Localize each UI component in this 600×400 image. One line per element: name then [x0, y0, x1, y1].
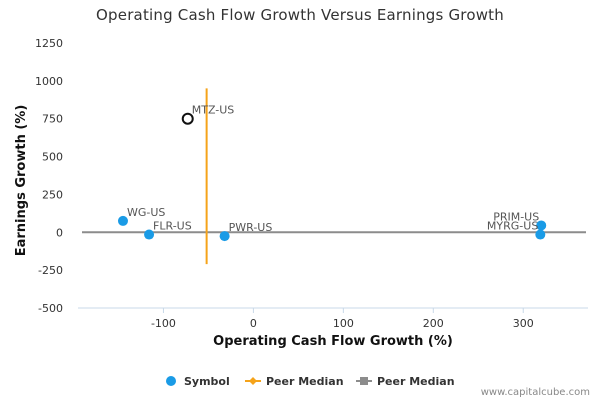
data-point-label: FLR-US: [153, 220, 192, 233]
y-tick-label: -250: [38, 264, 63, 277]
legend-symbol-marker: [166, 376, 176, 386]
y-tick-label: 500: [42, 151, 63, 164]
data-point: [144, 229, 155, 240]
x-tick-label: 300: [513, 317, 534, 330]
x-tick-label: 0: [250, 317, 257, 330]
y-tick-label: 250: [42, 188, 63, 201]
legend-label: Symbol: [184, 375, 230, 388]
x-tick-labels: -100 0 100 200 300: [151, 308, 534, 330]
legend-peer-median-x-marker: [249, 377, 257, 385]
legend: Symbol Peer Median Peer Median: [166, 375, 455, 388]
data-point: [219, 231, 230, 242]
y-tick-label: 750: [42, 113, 63, 126]
x-axis-title: Operating Cash Flow Growth (%): [213, 334, 453, 349]
data-point-label: PRIM-US: [493, 210, 539, 223]
data-points: [117, 112, 547, 242]
data-point: [536, 220, 547, 231]
x-tick-label: 200: [423, 317, 444, 330]
y-tick-label: 1000: [35, 75, 63, 88]
chart-title: Operating Cash Flow Growth Versus Earnin…: [96, 6, 504, 24]
x-tick-label: -100: [151, 317, 176, 330]
credit-text: www.capitalcube.com: [481, 387, 590, 398]
peer-median-lines: [82, 88, 586, 265]
data-point-label: MTZ-US: [192, 104, 235, 117]
legend-peer-median-y-marker: [360, 377, 368, 385]
data-point: [117, 215, 128, 226]
y-tick-label: -500: [38, 302, 63, 315]
legend-label: Peer Median: [266, 375, 344, 388]
data-point-label: MYRG-US: [487, 220, 538, 233]
y-tick-labels: -500 -250 0 250 500 750 1000 1250: [35, 37, 63, 315]
y-tick-label: 1250: [35, 37, 63, 50]
legend-label: Peer Median: [377, 375, 455, 388]
y-axis-title: Earnings Growth (%): [14, 105, 29, 257]
data-point-label: PWR-US: [229, 221, 273, 234]
data-point-highlight: [181, 112, 194, 125]
x-tick-label: 100: [333, 317, 354, 330]
y-tick-label: 0: [56, 226, 63, 239]
data-point-label: WG-US: [127, 206, 165, 219]
data-point: [535, 229, 546, 240]
